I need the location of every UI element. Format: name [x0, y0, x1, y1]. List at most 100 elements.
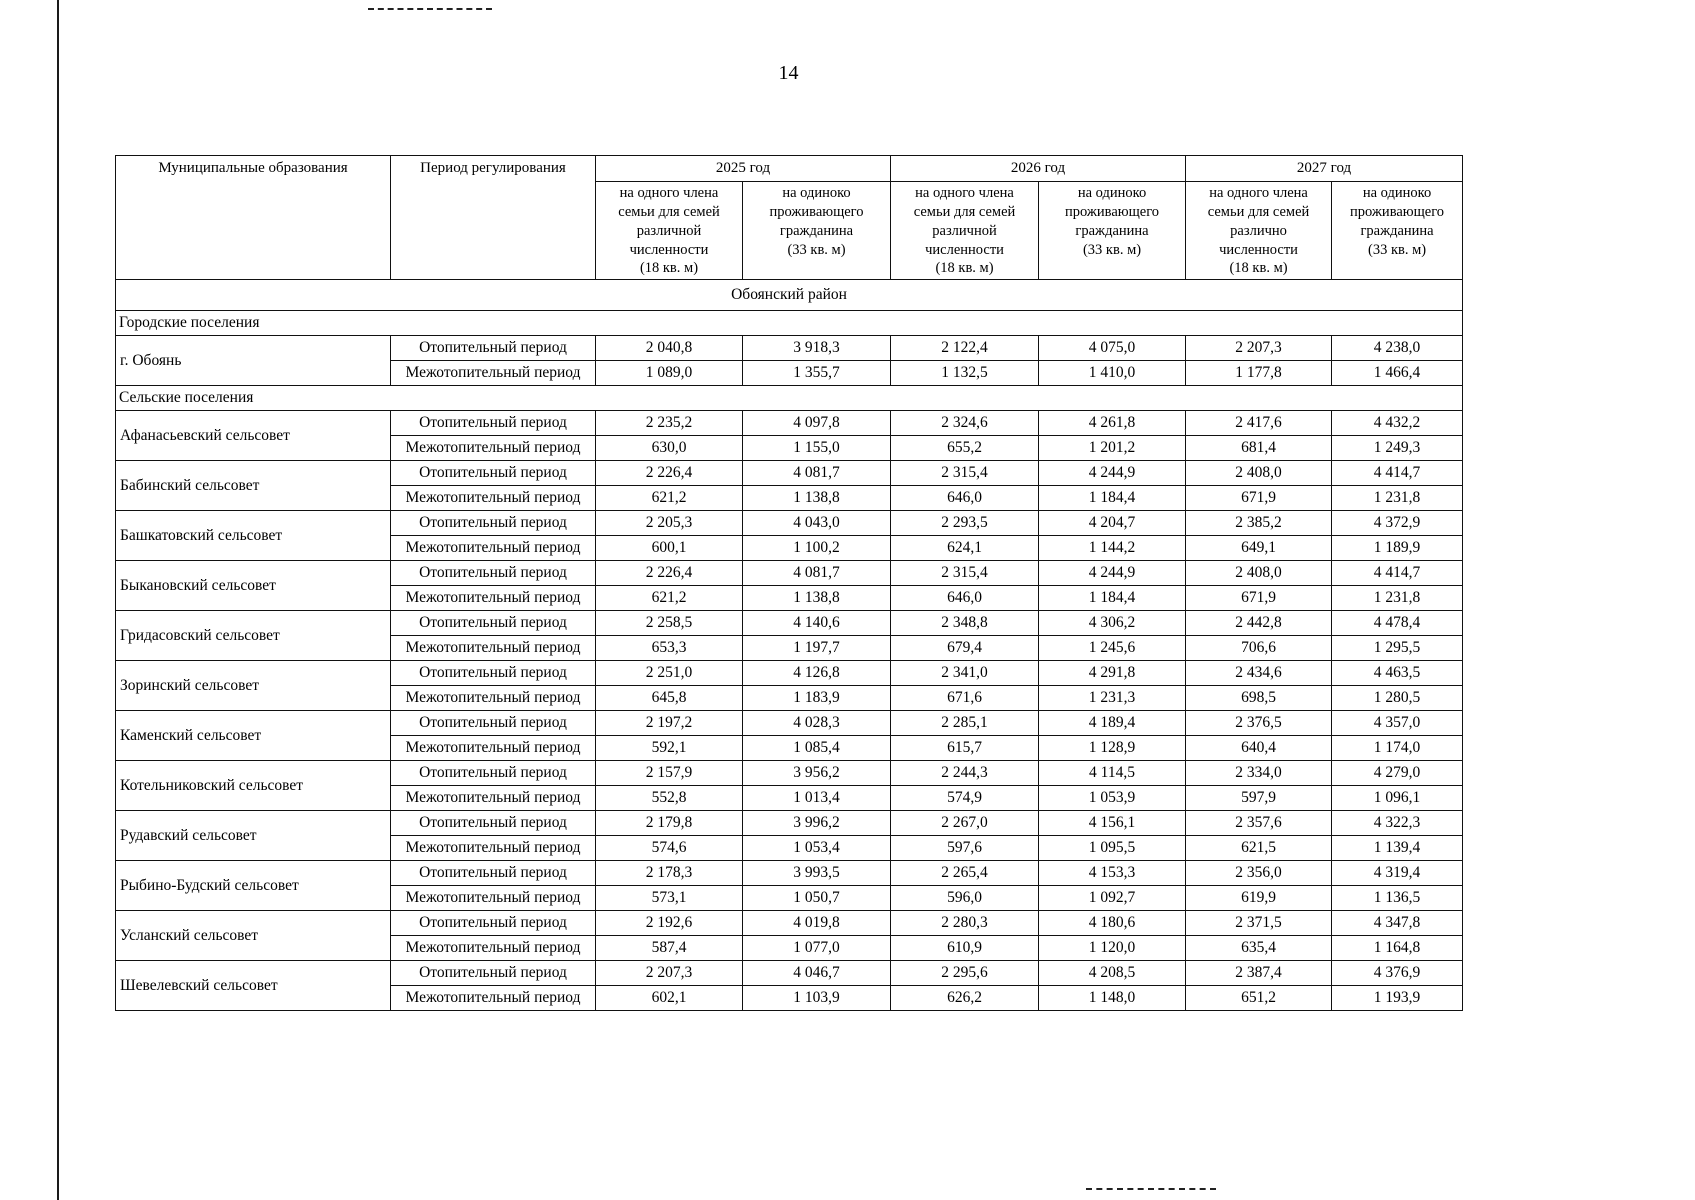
tariff-value: 2 197,2 — [595, 710, 743, 737]
period-label: Отопительный период — [390, 610, 596, 637]
tariff-value: 4 189,4 — [1038, 710, 1187, 737]
tariff-value: 2 348,8 — [890, 610, 1040, 637]
period-label: Межотопительный период — [390, 535, 596, 562]
municipality-name: Башкатовский сельсовет — [115, 510, 391, 562]
tariff-value: 2 385,2 — [1185, 510, 1333, 537]
tariff-value: 2 315,4 — [890, 560, 1040, 587]
section-row: Городские поселения — [114, 310, 1464, 337]
period-label: Межотопительный период — [390, 985, 596, 1012]
municipality-name: Рыбино-Будский сельсовет — [115, 860, 391, 912]
table-row: Зоринский сельсовет Отопительный период 2 … — [115, 660, 1464, 712]
municipality-name: г. Обоянь — [115, 335, 391, 387]
tariff-value: 645,8 — [595, 685, 743, 712]
tariff-value: 1 189,9 — [1331, 535, 1464, 562]
table-row: Бабинский сельсовет Отопительный период 2 … — [115, 460, 1464, 512]
tariff-value: 655,2 — [890, 435, 1040, 462]
table-row: Межотопительный период 653,3 1 197,7 679,4 1… — [116, 635, 1464, 662]
tariff-value: 1 144,2 — [1038, 535, 1187, 562]
tariff-value: 4 238,0 — [1331, 335, 1464, 362]
header-municipalities: Муниципальные образования — [115, 154, 391, 281]
tariff-value: 4 140,6 — [741, 610, 892, 637]
tariff-value: 1 155,0 — [741, 435, 892, 462]
period-label: Межотопительный период — [390, 735, 596, 762]
tariff-value: 4 081,7 — [741, 560, 892, 587]
table-row: Афанасьевский сельсовет Отопительный пери… — [115, 410, 1464, 462]
municipality-name: Зоринский сельсовет — [115, 660, 391, 712]
tariff-value: 4 153,3 — [1038, 860, 1187, 887]
tariff-value: 1 095,5 — [1038, 835, 1187, 862]
tariff-value: 2 357,6 — [1185, 810, 1333, 837]
tariff-value: 4 306,2 — [1038, 610, 1187, 637]
tariff-value: 4 322,3 — [1331, 810, 1464, 837]
municipality-name: Быкановский сельсовет — [115, 560, 391, 612]
tariff-value: 619,9 — [1185, 885, 1333, 912]
subheader-2026-family: на одного члена семьи для семей различно… — [890, 180, 1040, 281]
tariff-value: 4 376,9 — [1331, 960, 1464, 987]
tariff-value: 1 103,9 — [741, 985, 892, 1012]
tariff-value: 4 319,4 — [1331, 860, 1464, 887]
tariff-value: 2 258,5 — [595, 610, 743, 637]
tariff-value: 1 466,4 — [1331, 360, 1464, 387]
tariff-value: 2 179,8 — [595, 810, 743, 837]
tariff-value: 4 204,7 — [1038, 510, 1187, 537]
tariff-value: 1 089,0 — [595, 360, 743, 387]
tariff-value: 596,0 — [890, 885, 1040, 912]
tariff-value: 1 100,2 — [741, 535, 892, 562]
table-row: Межотопительный период 602,1 1 103,9 626,2 1… — [116, 985, 1464, 1012]
tariff-value: 2 040,8 — [595, 335, 743, 362]
tariff-value: 621,5 — [1185, 835, 1333, 862]
tariff-value: 4 244,9 — [1038, 560, 1187, 587]
tariff-value: 1 280,5 — [1331, 685, 1464, 712]
tariff-value: 4 372,9 — [1331, 510, 1464, 537]
tariff-value: 1 138,8 — [741, 585, 892, 612]
tariff-value: 2 122,4 — [890, 335, 1040, 362]
tariff-value: 646,0 — [890, 585, 1040, 612]
tariff-value: 2 280,3 — [890, 910, 1040, 937]
tariff-value: 4 347,8 — [1331, 910, 1464, 937]
tariff-value: 1 201,2 — [1038, 435, 1187, 462]
tariff-value: 3 918,3 — [741, 335, 892, 362]
tariff-value: 1 164,8 — [1331, 935, 1464, 962]
tariff-value: 4 126,8 — [741, 660, 892, 687]
tariff-value: 640,4 — [1185, 735, 1333, 762]
period-label: Отопительный период — [390, 810, 596, 837]
tariff-value: 1 183,9 — [741, 685, 892, 712]
tariff-value: 4 432,2 — [1331, 410, 1464, 437]
tariff-value: 2 442,8 — [1185, 610, 1333, 637]
tariff-value: 1 184,4 — [1038, 485, 1187, 512]
tariff-value: 4 208,5 — [1038, 960, 1187, 987]
table-head: Муниципальные образования Период регулир… — [115, 154, 1464, 281]
tariff-value: 4 028,3 — [741, 710, 892, 737]
tariff-value: 2 178,3 — [595, 860, 743, 887]
tariff-value: 1 231,3 — [1038, 685, 1187, 712]
tariff-value: 4 291,8 — [1038, 660, 1187, 687]
tariff-value: 1 085,4 — [741, 735, 892, 762]
table-row: Межотопительный период 621,2 1 138,8 646,0 1… — [116, 485, 1464, 512]
tariff-value: 1 128,9 — [1038, 735, 1187, 762]
tariff-value: 2 235,2 — [595, 410, 743, 437]
tariff-value: 2 293,5 — [890, 510, 1040, 537]
tariff-value: 1 077,0 — [741, 935, 892, 962]
period-label: Отопительный период — [390, 560, 596, 587]
table-row: Каменский сельсовет Отопительный период 2 … — [115, 710, 1464, 762]
tariff-value: 2 244,3 — [890, 760, 1040, 787]
table-row: Котельниковский сельсовет Отопительный пе… — [115, 760, 1464, 812]
scan-artifact-dashes-bottom — [1086, 1188, 1216, 1190]
header-regulation-period: Период регулирования — [390, 154, 596, 281]
tariff-value: 2 408,0 — [1185, 560, 1333, 587]
section-title: Городские поселения — [114, 310, 1464, 337]
tariff-value: 2 226,4 — [595, 560, 743, 587]
tariff-value: 574,6 — [595, 835, 743, 862]
tariff-value: 2 376,5 — [1185, 710, 1333, 737]
header-year-2026: 2026 год — [890, 155, 1187, 182]
tariff-value: 646,0 — [890, 485, 1040, 512]
tariff-value: 574,9 — [890, 785, 1040, 812]
period-label: Межотопительный период — [390, 785, 596, 812]
tariff-value: 4 043,0 — [741, 510, 892, 537]
tariff-value: 2 251,0 — [595, 660, 743, 687]
tariff-value: 3 956,2 — [741, 760, 892, 787]
page-number: 14 — [778, 62, 799, 84]
tariff-value: 1 295,5 — [1331, 635, 1464, 662]
tariff-value: 1 245,6 — [1038, 635, 1187, 662]
